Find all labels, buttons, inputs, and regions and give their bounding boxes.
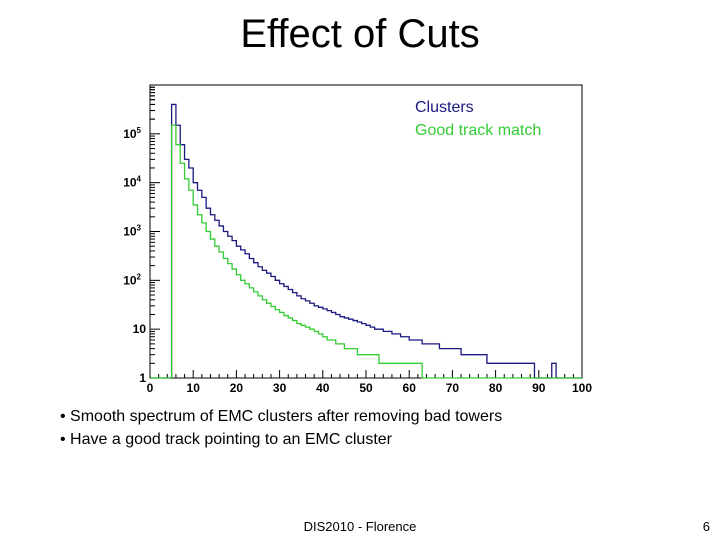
y-tick-label: 1: [139, 371, 146, 385]
x-tick-label: 50: [359, 381, 373, 395]
slide-title: Effect of Cuts: [240, 12, 480, 56]
x-tick-label: 30: [273, 381, 287, 395]
y-tick-label: 104: [123, 175, 141, 190]
y-tick-label: 10: [133, 322, 147, 336]
bullet-item: • Have a good track pointing to an EMC c…: [60, 431, 392, 448]
legend-entry: Good track match: [415, 122, 541, 139]
x-tick-label: 20: [230, 381, 244, 395]
y-tick-label: 103: [123, 224, 141, 239]
x-tick-label: 80: [489, 381, 503, 395]
y-tick-label: 105: [123, 126, 141, 141]
x-tick-label: 40: [316, 381, 330, 395]
x-tick-label: 60: [403, 381, 417, 395]
series-line-good-track-match: [150, 124, 582, 379]
x-tick-label: 70: [446, 381, 460, 395]
legend-entry: Clusters: [415, 99, 474, 116]
bullet-item: • Smooth spectrum of EMC clusters after …: [60, 408, 503, 425]
x-tick-label: 10: [187, 381, 201, 395]
bullet-list: • Smooth spectrum of EMC clusters after …: [60, 405, 502, 451]
y-tick-label: 102: [123, 272, 141, 287]
footer-text: DIS2010 - Florence: [303, 519, 417, 534]
x-tick-label: 90: [532, 381, 546, 395]
x-tick-label: 100: [572, 381, 592, 395]
x-tick-label: 0: [147, 381, 154, 395]
page-number: 6: [702, 519, 710, 534]
series-line-clusters: [150, 103, 582, 379]
